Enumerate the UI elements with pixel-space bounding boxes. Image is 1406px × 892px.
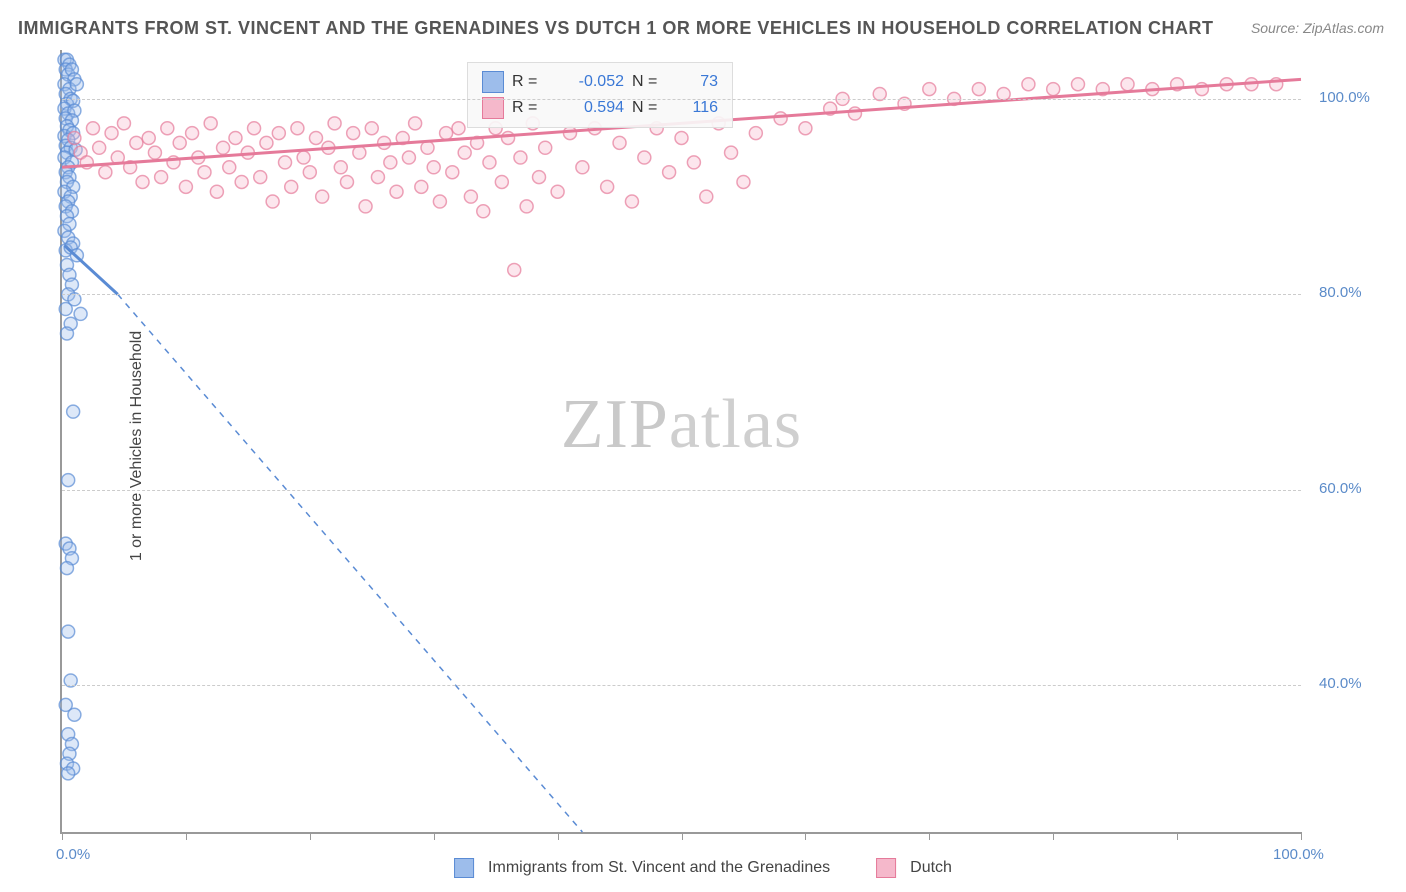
plot-svg — [62, 50, 1301, 832]
chart-area: ZIPatlas R = -0.052 N = 73 R = 0.594 N =… — [60, 50, 1301, 834]
y-tick-label: 80.0% — [1319, 284, 1362, 301]
legend-n-label-2: N = — [632, 99, 666, 117]
legend-n-value-1: 73 — [674, 73, 718, 91]
source-attribution: Source: ZipAtlas.com — [1251, 20, 1384, 36]
legend-r-label: R = — [512, 73, 552, 91]
plot-area: ZIPatlas R = -0.052 N = 73 R = 0.594 N =… — [60, 50, 1301, 834]
bottom-swatch-series1 — [454, 858, 474, 878]
y-tick-label: 100.0% — [1319, 89, 1370, 106]
bottom-label-series1: Immigrants from St. Vincent and the Gren… — [488, 859, 830, 877]
legend-r-label-2: R = — [512, 99, 552, 117]
legend-n-value-2: 116 — [674, 99, 718, 117]
legend-r-value-1: -0.052 — [560, 73, 624, 91]
legend-row-series1: R = -0.052 N = 73 — [482, 69, 718, 95]
y-tick-label: 40.0% — [1319, 675, 1362, 692]
bottom-swatch-series2 — [876, 858, 896, 878]
legend-n-label: N = — [632, 73, 666, 91]
legend-swatch-series2 — [482, 97, 504, 119]
stats-legend: R = -0.052 N = 73 R = 0.594 N = 116 — [467, 62, 733, 128]
legend-swatch-series1 — [482, 71, 504, 93]
bottom-legend: Immigrants from St. Vincent and the Gren… — [454, 858, 952, 878]
legend-r-value-2: 0.594 — [560, 99, 624, 117]
bottom-label-series2: Dutch — [910, 859, 952, 877]
y-tick-label: 60.0% — [1319, 480, 1362, 497]
chart-title: IMMIGRANTS FROM ST. VINCENT AND THE GREN… — [18, 18, 1214, 39]
